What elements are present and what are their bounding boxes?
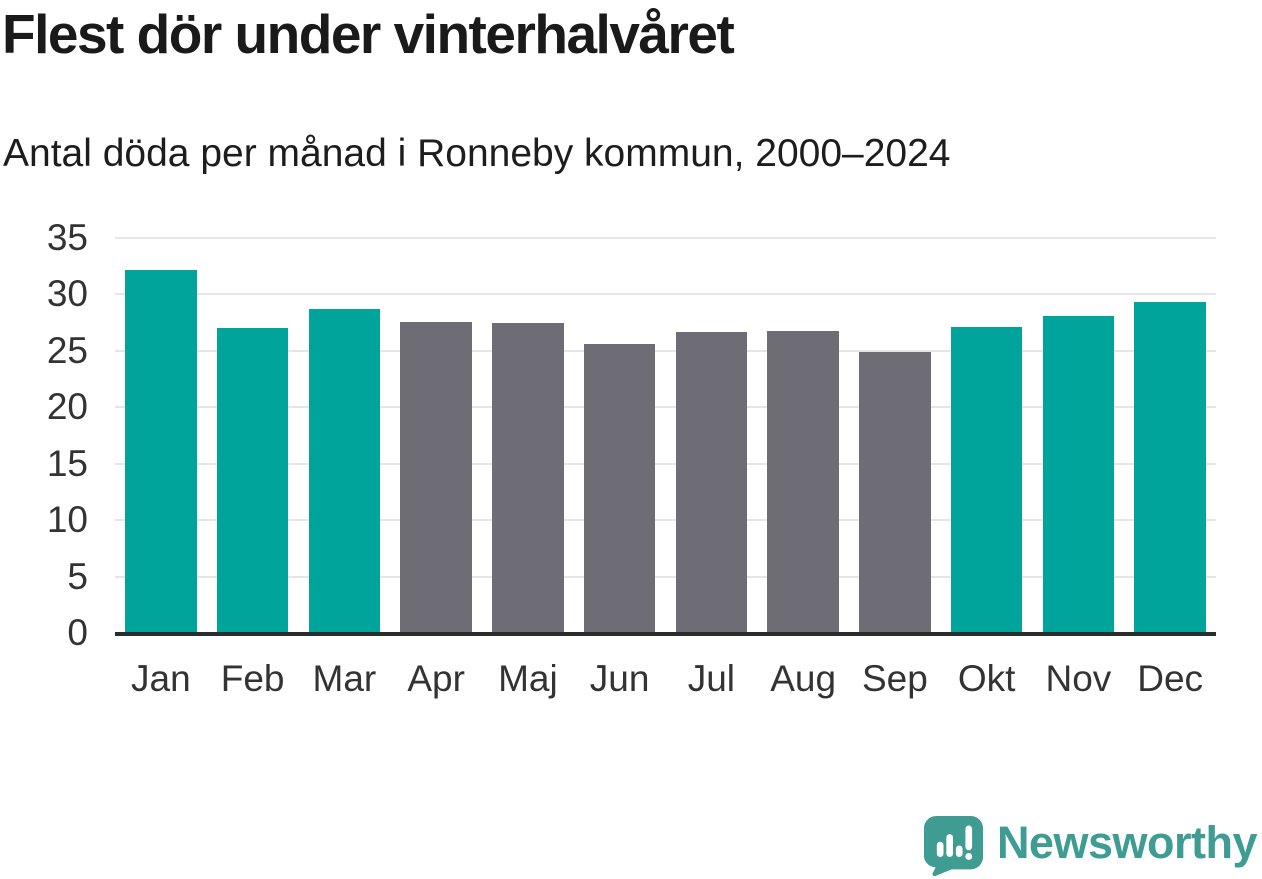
gridline-y-5 bbox=[115, 575, 1216, 578]
bar-mar bbox=[308, 309, 381, 635]
x-axis-tick-label: Okt bbox=[957, 658, 1016, 699]
y-axis-tick-label: 30 bbox=[46, 273, 88, 315]
x-axis-tick-label: Nov bbox=[1045, 658, 1112, 699]
y-axis-tick-label: 35 bbox=[46, 216, 88, 258]
y-axis-tick-label: 20 bbox=[46, 386, 88, 428]
x-axis-tick-label: Jan bbox=[131, 658, 191, 699]
newsworthy-logo-text: Newsworthy bbox=[996, 817, 1258, 868]
bar-sep bbox=[859, 351, 931, 635]
bar-jul bbox=[675, 331, 748, 635]
bar-maj bbox=[492, 322, 564, 635]
y-axis-tick-label: 10 bbox=[46, 498, 88, 540]
bar-okt bbox=[950, 327, 1023, 635]
y-axis-tick-label: 15 bbox=[46, 442, 88, 484]
gridline-y-30 bbox=[115, 293, 1216, 296]
x-axis-tick-label: Maj bbox=[498, 658, 558, 699]
bar-feb bbox=[216, 328, 289, 635]
bar-dec bbox=[1134, 302, 1206, 635]
chart-title: Flest dör under vinterhalvåret bbox=[2, 3, 735, 65]
y-axis-tick-label: 5 bbox=[67, 555, 88, 597]
x-axis-tick-label: Feb bbox=[220, 658, 285, 699]
x-axis-line bbox=[115, 632, 1216, 636]
x-axis-tick-label: Aug bbox=[770, 658, 837, 699]
x-axis-tick-label: Sep bbox=[861, 658, 928, 699]
gridline-y-15 bbox=[115, 462, 1216, 465]
gridline-y-25 bbox=[115, 349, 1216, 352]
gridline-y-20 bbox=[115, 406, 1216, 409]
y-axis-tick-label: 25 bbox=[46, 329, 88, 371]
branding-footer: Newsworthy bbox=[923, 815, 1258, 876]
gridline-y-10 bbox=[115, 519, 1216, 522]
bar-nov bbox=[1042, 315, 1115, 635]
bar-jan bbox=[125, 269, 197, 635]
x-axis-tick-label: Mar bbox=[312, 658, 377, 699]
x-axis-tick-label: Apr bbox=[407, 658, 465, 699]
bar-jun bbox=[583, 344, 656, 635]
chart-subtitle: Antal döda per månad i Ronneby kommun, 2… bbox=[3, 132, 951, 175]
x-axis-tick-label: Dec bbox=[1137, 658, 1204, 699]
gridline-y-35 bbox=[115, 237, 1216, 239]
newsworthy-logo-icon bbox=[923, 815, 983, 876]
bar-apr bbox=[400, 321, 472, 635]
x-axis-tick-label: Jun bbox=[589, 658, 650, 699]
x-axis-tick-label: Jul bbox=[687, 658, 736, 699]
bar-aug bbox=[767, 330, 839, 635]
y-axis-tick-label: 0 bbox=[67, 611, 88, 653]
